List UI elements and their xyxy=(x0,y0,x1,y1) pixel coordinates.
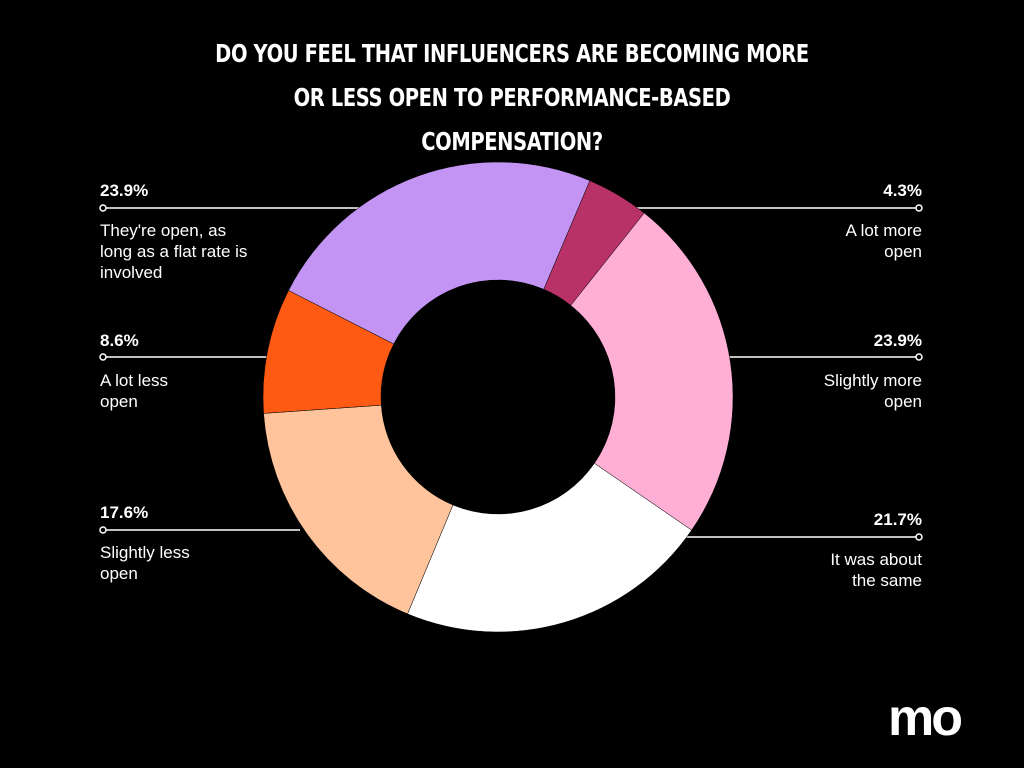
leader-dot xyxy=(99,526,107,534)
slice-label: 17.6% Slightly less open xyxy=(100,502,190,584)
category-label: Slightly more open xyxy=(823,371,922,411)
slice-label: 21.7% It was about the same xyxy=(807,509,922,591)
donut-slice xyxy=(407,462,692,633)
category-label: Slightly less open xyxy=(100,543,190,583)
leader-dot xyxy=(99,204,107,212)
category-label: It was about the same xyxy=(830,550,922,590)
donut-slice xyxy=(288,161,591,345)
donut-slice xyxy=(263,404,454,615)
value-label: 4.3% xyxy=(883,181,922,200)
category-label: A lot less open xyxy=(100,371,169,411)
slice-label: 8.6% A lot less open xyxy=(100,330,190,412)
leader-dot xyxy=(915,533,923,541)
value-label: 21.7% xyxy=(873,510,922,529)
category-label: They're open, as long as a flat rate is … xyxy=(100,221,248,282)
slice-label: 23.9% They're open, as long as a flat rat… xyxy=(100,180,260,283)
category-label: A lot more open xyxy=(845,221,922,261)
slice-label: 23.9% Slightly more open xyxy=(822,330,922,412)
logo: mo xyxy=(888,689,963,747)
leader-dot xyxy=(99,353,107,361)
chart-title: DO YOU FEEL THAT INFLUENCERS ARE BECOMIN… xyxy=(215,39,809,156)
value-label: 23.9% xyxy=(873,331,922,350)
donut-slice xyxy=(570,212,734,531)
value-label: 23.9% xyxy=(100,181,149,200)
value-label: 8.6% xyxy=(100,331,139,350)
leader-dot xyxy=(915,353,923,361)
leader-dot xyxy=(915,204,923,212)
value-label: 17.6% xyxy=(100,503,149,522)
slice-label: 4.3% A lot more open xyxy=(822,180,922,262)
